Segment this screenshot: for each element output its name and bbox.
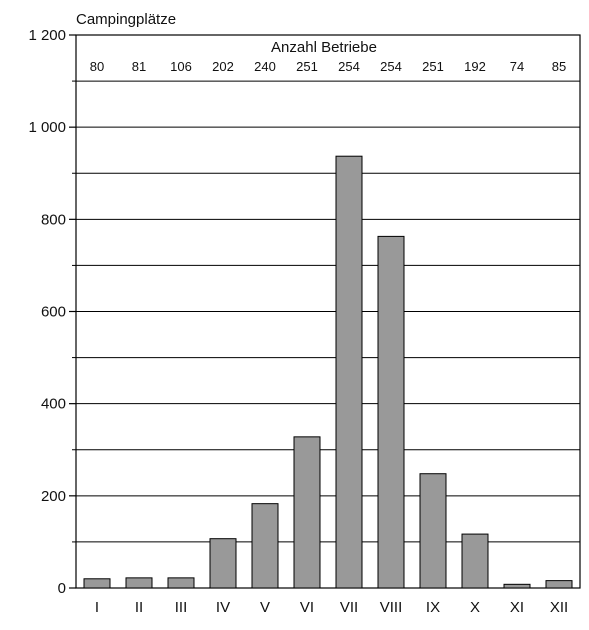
y-tick-label: 800: [41, 211, 66, 228]
count-label: 85: [552, 59, 566, 74]
x-tick-label: V: [260, 599, 270, 616]
bar-III: [167, 577, 195, 589]
x-tick-label: IX: [426, 599, 440, 616]
x-tick-label: II: [135, 599, 143, 616]
x-tick-label: VI: [300, 599, 314, 616]
y-tick-label: 1 000: [28, 119, 66, 136]
bar-I: [83, 578, 111, 589]
x-tick-label: I: [95, 599, 99, 616]
bar-X: [461, 533, 489, 589]
y-tick-label: 0: [58, 580, 66, 597]
count-label: 240: [254, 59, 276, 74]
count-annotation: Anzahl Betriebe: [271, 39, 377, 56]
x-tick-label: VII: [340, 599, 358, 616]
bar-II: [125, 577, 153, 589]
count-label: 254: [338, 59, 360, 74]
count-label: 74: [510, 59, 524, 74]
x-tick-label: VIII: [380, 599, 403, 616]
bar-IV: [209, 538, 237, 589]
x-tick-label: X: [470, 599, 480, 616]
x-tick-label: IV: [216, 599, 230, 616]
grid-lines: [76, 80, 580, 543]
x-tick-label: XI: [510, 599, 524, 616]
bar-XII: [545, 580, 573, 589]
count-label: 254: [380, 59, 402, 74]
y-tick-label: 400: [41, 396, 66, 413]
count-label: 106: [170, 59, 192, 74]
count-label: 251: [422, 59, 444, 74]
count-label: 81: [132, 59, 146, 74]
bar-V: [251, 503, 279, 589]
count-labels: 80 81 106 202 240 251 254 254 251 192 74 85: [90, 59, 566, 74]
count-label: 192: [464, 59, 486, 74]
y-tick-label: 200: [41, 488, 66, 505]
x-tick-label: III: [175, 599, 188, 616]
bar-VI: [293, 436, 321, 589]
bar-XI: [503, 583, 531, 589]
bar-VII: [335, 155, 363, 589]
x-axis: I II III IV V VI VII VIII IX X XI XII: [95, 599, 568, 616]
y-tick-label: 600: [41, 304, 66, 321]
count-label: 202: [212, 59, 234, 74]
y-axis: 0 200 400 600 800 1 000 1 200: [28, 27, 76, 597]
y-axis-title: Campingplätze: [76, 11, 176, 28]
y-tick-label: 1 200: [28, 27, 66, 44]
bars: [83, 155, 573, 589]
count-label: 251: [296, 59, 318, 74]
count-label: 80: [90, 59, 104, 74]
x-tick-label: XII: [550, 599, 568, 616]
bar-IX: [419, 473, 447, 589]
bar-VIII: [377, 235, 405, 589]
